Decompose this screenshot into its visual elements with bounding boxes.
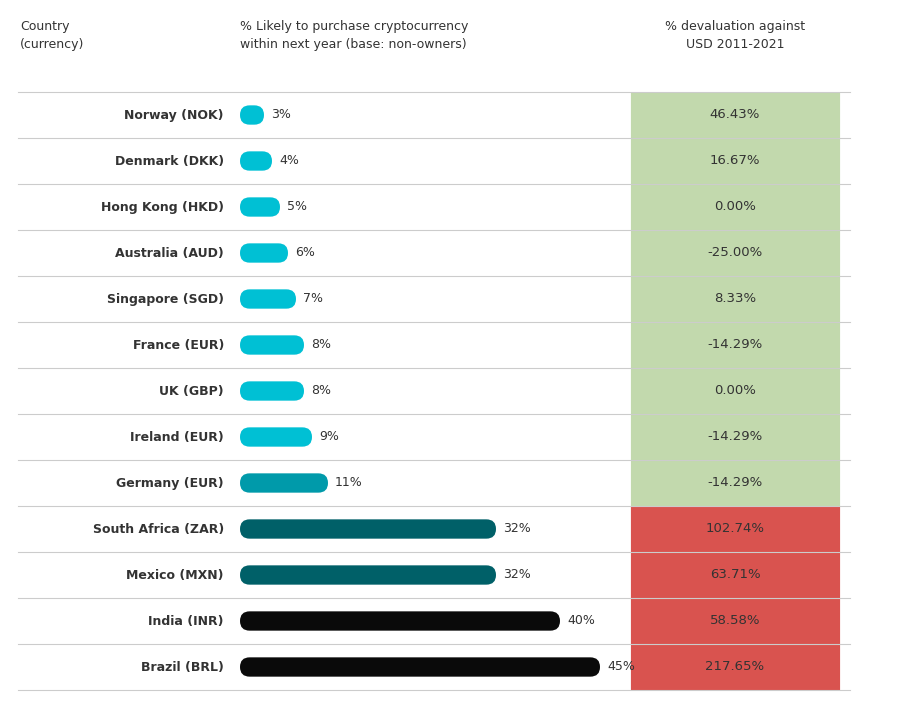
Text: 11%: 11% xyxy=(335,477,363,489)
Text: 45%: 45% xyxy=(607,661,634,673)
FancyBboxPatch shape xyxy=(240,657,600,677)
Bar xyxy=(630,460,840,506)
FancyBboxPatch shape xyxy=(240,519,496,538)
Text: France (EUR): France (EUR) xyxy=(133,338,224,352)
Bar xyxy=(630,414,840,460)
Bar xyxy=(630,506,840,552)
Text: South Africa (ZAR): South Africa (ZAR) xyxy=(93,522,224,536)
Bar xyxy=(630,552,840,598)
Bar xyxy=(630,230,840,276)
Text: Norway (NOK): Norway (NOK) xyxy=(125,109,224,121)
Text: 58.58%: 58.58% xyxy=(710,614,760,628)
Text: 40%: 40% xyxy=(567,614,594,628)
FancyBboxPatch shape xyxy=(240,197,280,217)
Text: 217.65%: 217.65% xyxy=(705,661,764,673)
FancyBboxPatch shape xyxy=(240,336,304,355)
Text: 8%: 8% xyxy=(311,338,331,352)
Bar xyxy=(630,184,840,230)
Text: Australia (AUD): Australia (AUD) xyxy=(115,246,224,260)
Text: 7%: 7% xyxy=(303,293,323,305)
Text: Denmark (DKK): Denmark (DKK) xyxy=(115,154,224,168)
Text: 5%: 5% xyxy=(287,201,307,213)
FancyBboxPatch shape xyxy=(240,152,272,171)
Text: 3%: 3% xyxy=(271,109,291,121)
Bar xyxy=(630,598,840,644)
Text: 102.74%: 102.74% xyxy=(705,522,764,536)
Text: -25.00%: -25.00% xyxy=(707,246,763,260)
Text: India (INR): India (INR) xyxy=(148,614,224,628)
Text: 63.71%: 63.71% xyxy=(710,569,760,581)
Text: 8.33%: 8.33% xyxy=(714,293,756,305)
Bar xyxy=(630,138,840,184)
Text: -14.29%: -14.29% xyxy=(707,338,763,352)
Bar xyxy=(630,644,840,690)
Text: 32%: 32% xyxy=(503,569,531,581)
FancyBboxPatch shape xyxy=(240,565,496,585)
Bar xyxy=(630,92,840,138)
Text: % Likely to purchase cryptocurrency
within next year (base: non-owners): % Likely to purchase cryptocurrency with… xyxy=(240,20,468,51)
Bar xyxy=(630,322,840,368)
Text: 32%: 32% xyxy=(503,522,531,536)
Text: UK (GBP): UK (GBP) xyxy=(159,385,224,397)
Text: Mexico (MXN): Mexico (MXN) xyxy=(126,569,224,581)
Text: 9%: 9% xyxy=(319,430,339,444)
Text: Singapore (SGD): Singapore (SGD) xyxy=(107,293,224,305)
Text: -14.29%: -14.29% xyxy=(707,477,763,489)
FancyBboxPatch shape xyxy=(240,381,304,401)
Text: 0.00%: 0.00% xyxy=(714,201,756,213)
FancyBboxPatch shape xyxy=(240,105,264,125)
Text: Brazil (BRL): Brazil (BRL) xyxy=(141,661,224,673)
Text: 4%: 4% xyxy=(279,154,299,168)
FancyBboxPatch shape xyxy=(240,611,560,630)
Text: Country
(currency): Country (currency) xyxy=(20,20,85,51)
FancyBboxPatch shape xyxy=(240,428,312,446)
Bar xyxy=(630,276,840,322)
Text: 0.00%: 0.00% xyxy=(714,385,756,397)
Text: 46.43%: 46.43% xyxy=(710,109,760,121)
Text: 16.67%: 16.67% xyxy=(710,154,760,168)
Text: -14.29%: -14.29% xyxy=(707,430,763,444)
Text: Germany (EUR): Germany (EUR) xyxy=(116,477,224,489)
Bar xyxy=(630,368,840,414)
Text: % devaluation against
USD 2011-2021: % devaluation against USD 2011-2021 xyxy=(665,20,805,51)
FancyBboxPatch shape xyxy=(240,289,296,309)
Text: Ireland (EUR): Ireland (EUR) xyxy=(130,430,224,444)
Text: 8%: 8% xyxy=(311,385,331,397)
FancyBboxPatch shape xyxy=(240,473,328,493)
Text: 6%: 6% xyxy=(295,246,315,260)
Text: Hong Kong (HKD): Hong Kong (HKD) xyxy=(101,201,224,213)
FancyBboxPatch shape xyxy=(240,244,288,263)
